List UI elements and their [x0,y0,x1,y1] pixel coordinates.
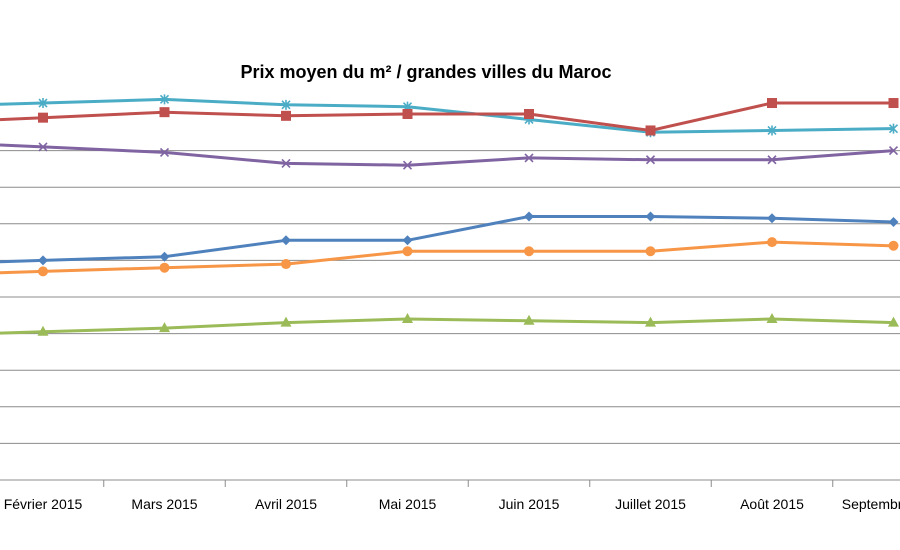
data-point [280,316,292,327]
data-point [402,109,413,119]
x-tick-label: Avril 2015 [255,496,317,512]
series-line [0,215,894,264]
data-point [524,246,534,257]
data-point [524,109,534,119]
x-axis-ticks [103,480,834,487]
x-tick-label: Mai 2015 [379,496,437,512]
data-point [888,216,899,227]
data-point [159,147,170,157]
series-4 [0,211,899,266]
data-point [159,322,170,333]
data-point [888,98,899,109]
x-tick-label: Septembre 2015 [842,496,900,512]
data-point [524,211,534,222]
series-group [0,94,899,336]
data-point [159,251,170,262]
data-point [159,107,170,118]
data-point [402,235,413,246]
data-point [767,237,777,248]
series-1 [0,94,899,138]
data-point [524,153,534,163]
data-point [767,213,777,224]
data-point [38,142,48,152]
series-6 [0,312,899,336]
data-point [523,314,535,325]
data-point [38,266,48,277]
x-tick-label: Février 2015 [4,496,83,512]
data-point [645,125,656,136]
data-point [645,246,656,257]
data-point [645,316,656,327]
series-line [0,143,894,167]
data-point [159,262,170,273]
data-point [281,235,291,246]
data-point [888,316,899,327]
data-point [38,112,48,123]
series-2 [0,98,899,136]
data-point [767,155,777,165]
x-tick-label: Juillet 2015 [615,496,686,512]
data-point [888,240,899,251]
data-point [402,160,413,170]
data-point [281,158,291,168]
data-point [37,325,49,336]
data-point [38,255,48,266]
data-point [767,125,777,136]
data-point [645,155,656,165]
data-point [888,146,899,156]
data-point [159,94,170,105]
series-5 [0,237,899,277]
data-point [402,312,413,323]
data-point [281,99,291,110]
gridlines [0,150,900,481]
series-line [0,317,894,335]
data-point [402,246,413,257]
data-point [38,98,48,109]
series-line [0,101,894,132]
x-tick-label: Mars 2015 [131,496,197,512]
data-point [645,211,656,222]
x-tick-label: Août 2015 [740,496,804,512]
chart-title: Prix moyen du m² / grandes villes du Mar… [240,62,612,82]
data-point [281,259,291,270]
series-3 [0,142,899,170]
data-point [766,312,778,323]
x-tick-label: Juin 2015 [499,496,560,512]
data-point [888,123,899,134]
x-axis-labels: Février 2015 Mars 2015 Avril 2015 Mai 2015 J… [4,496,900,512]
data-point [281,110,291,121]
data-point [767,98,777,109]
